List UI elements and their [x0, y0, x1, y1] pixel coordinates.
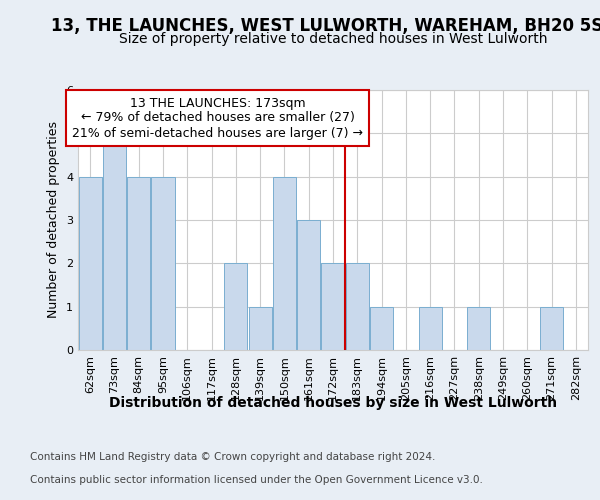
Bar	[103, 134, 126, 350]
Text: Distribution of detached houses by size in West Lulworth: Distribution of detached houses by size …	[109, 396, 557, 409]
Bar	[248, 306, 272, 350]
Bar	[151, 176, 175, 350]
Bar	[273, 176, 296, 350]
Bar	[467, 306, 490, 350]
Bar	[322, 264, 344, 350]
Text: Contains public sector information licensed under the Open Government Licence v3: Contains public sector information licen…	[30, 475, 483, 485]
Text: 13, THE LAUNCHES, WEST LULWORTH, WAREHAM, BH20 5SF: 13, THE LAUNCHES, WEST LULWORTH, WAREHAM…	[51, 18, 600, 36]
Y-axis label: Number of detached properties: Number of detached properties	[47, 122, 61, 318]
Bar	[297, 220, 320, 350]
Bar	[419, 306, 442, 350]
Bar	[79, 176, 101, 350]
Text: Size of property relative to detached houses in West Lulworth: Size of property relative to detached ho…	[119, 32, 547, 46]
Bar	[370, 306, 393, 350]
Bar	[540, 306, 563, 350]
Bar	[346, 264, 369, 350]
Text: 13 THE LAUNCHES: 173sqm
← 79% of detached houses are smaller (27)
21% of semi-de: 13 THE LAUNCHES: 173sqm ← 79% of detache…	[72, 96, 363, 140]
Bar	[127, 176, 150, 350]
Bar	[224, 264, 247, 350]
Text: Contains HM Land Registry data © Crown copyright and database right 2024.: Contains HM Land Registry data © Crown c…	[30, 452, 436, 462]
